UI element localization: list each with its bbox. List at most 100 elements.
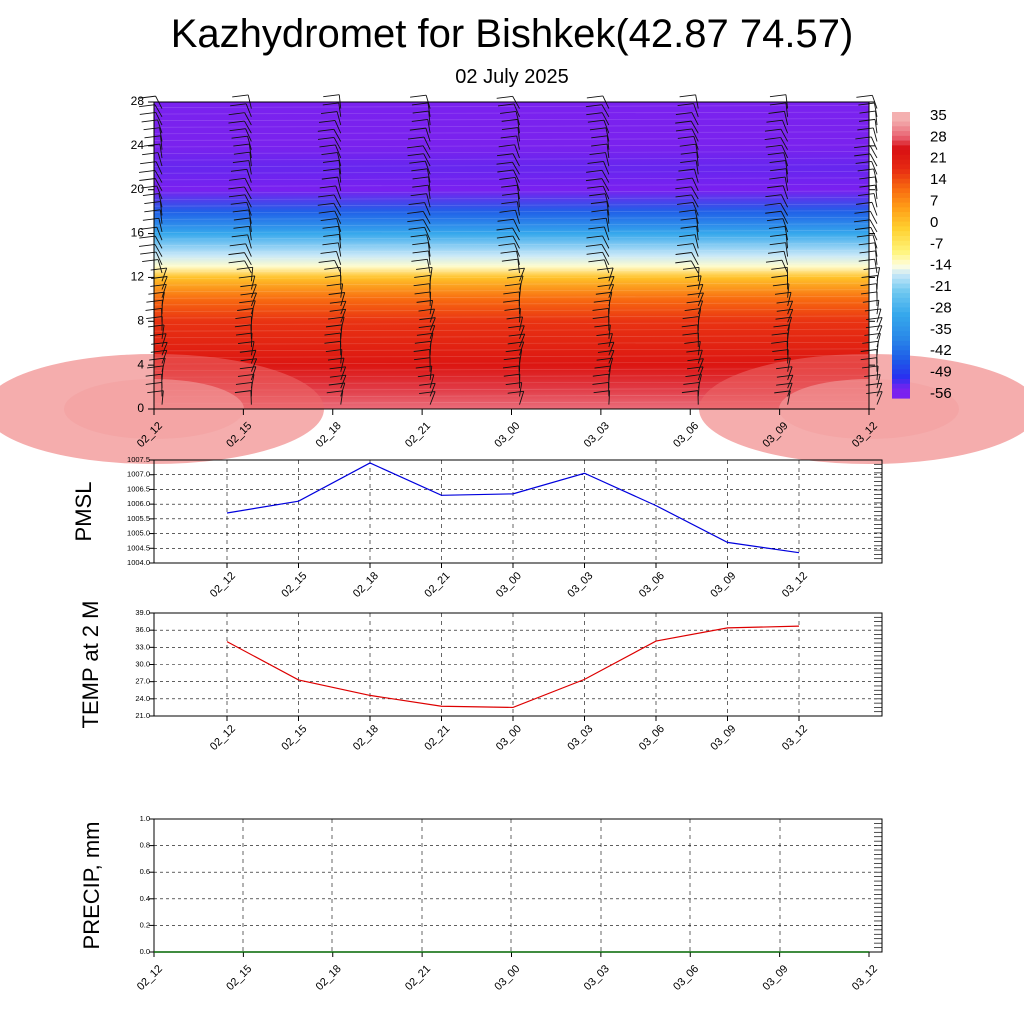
wind-barb-flag <box>772 349 789 352</box>
contour-line <box>153 190 870 194</box>
wind-barb <box>243 186 252 200</box>
wind-barb <box>250 308 254 323</box>
contour-line <box>153 361 870 365</box>
wind-barb-flag <box>776 374 793 378</box>
wind-barb-flag <box>859 184 876 188</box>
wind-barb-flag <box>497 218 514 222</box>
colorbar-label: -21 <box>930 278 952 295</box>
wind-barb <box>697 300 704 315</box>
wind-barb-flag <box>417 374 434 378</box>
wind-barb <box>519 341 525 356</box>
wind-barb-flag <box>503 291 520 295</box>
wind-barb <box>161 350 168 364</box>
x-tick-label: 02_18 <box>351 570 381 600</box>
wind-barb-flag <box>589 152 606 155</box>
contour-line <box>153 223 870 227</box>
wind-barb-flag <box>857 127 874 131</box>
wind-barb-flag <box>769 102 787 106</box>
wind-barb-flag <box>408 226 425 230</box>
wind-barb <box>340 390 344 405</box>
wind-barb-flag <box>318 194 335 198</box>
wind-barb-flag <box>233 217 250 221</box>
wind-barb <box>697 349 703 364</box>
wind-barb-flag <box>419 391 436 394</box>
wind-barb <box>429 333 434 348</box>
wind-barb-flag <box>854 210 871 214</box>
colorbar-swatch <box>892 221 910 227</box>
x-tick-label: 03_12 <box>780 723 810 753</box>
wind-barb <box>870 211 878 224</box>
colorbar-swatch <box>892 250 910 256</box>
wind-barb <box>608 292 613 307</box>
wind-barb-flag <box>409 127 426 131</box>
y-tick-label: 24 <box>131 138 145 152</box>
wind-barb-flag <box>139 95 156 99</box>
wind-barb <box>691 252 699 266</box>
y-tick-label: 39.0 <box>135 608 150 617</box>
wind-barb <box>160 135 163 150</box>
wind-barb-flag <box>679 94 696 98</box>
wind-barb-flag <box>854 153 871 157</box>
wind-barb <box>340 316 345 331</box>
colorbar-swatch <box>892 235 910 242</box>
wind-barb-flag <box>239 349 256 353</box>
colorbar-swatch <box>892 355 910 361</box>
contour-line <box>153 131 870 135</box>
y-tick-label: 30.0 <box>135 659 150 668</box>
wind-barb <box>248 160 252 175</box>
contour-line <box>153 282 870 286</box>
wind-barb-flag <box>139 178 156 181</box>
wind-barb <box>696 152 699 167</box>
wind-barb-flag <box>597 341 614 345</box>
wind-barb-flag <box>501 258 518 262</box>
colorbar-label: -49 <box>930 364 952 381</box>
wind-barb <box>876 374 881 389</box>
wind-barb <box>696 217 699 232</box>
wind-barb-flag <box>590 217 607 221</box>
colorbar-label: 21 <box>930 150 947 167</box>
wind-barb <box>512 153 520 167</box>
wind-barb <box>690 260 699 274</box>
wind-barb-flag <box>686 349 703 353</box>
wind-barb <box>336 111 342 126</box>
wind-barb <box>426 259 431 274</box>
wind-barb-flag <box>409 160 426 164</box>
wind-barb <box>694 234 699 249</box>
wind-barb-flag <box>765 194 782 198</box>
wind-barb <box>425 127 431 142</box>
wind-barb <box>693 169 699 183</box>
wind-barb-flag <box>237 308 254 311</box>
wind-barb-flag <box>407 136 425 140</box>
wind-barb-flag <box>322 102 339 106</box>
wind-barb-flag <box>774 390 791 394</box>
y-tick-label: 0.0 <box>140 947 150 956</box>
colorbar-label: -28 <box>930 299 952 316</box>
wind-barb-flag <box>414 275 431 278</box>
wind-barb-flag <box>856 234 873 238</box>
colorbar-swatch <box>892 312 910 318</box>
wind-barb <box>334 210 342 224</box>
wind-barb <box>784 176 789 191</box>
wind-barb <box>601 112 610 126</box>
colorbar-swatch <box>892 140 910 146</box>
contour-line <box>153 170 870 174</box>
wind-barb-flag <box>318 210 335 214</box>
contour-line <box>153 249 870 253</box>
wind-barb <box>428 111 431 126</box>
wind-barb-flag <box>593 299 610 303</box>
wind-barb <box>517 259 520 274</box>
contour-line <box>153 256 870 260</box>
temp-panel: 21.0 24.0 27.0 30.0 33.0 36.0 39.0 02_12 02_15 02… <box>78 601 883 753</box>
wind-barb <box>340 309 347 323</box>
wind-barb-flag <box>419 382 436 386</box>
wind-barb <box>154 244 163 257</box>
wind-barb-flag <box>598 276 615 279</box>
contour-line <box>153 216 870 220</box>
wind-barb <box>517 127 520 142</box>
wind-barb-flag <box>594 324 611 328</box>
wind-barb <box>781 260 789 274</box>
wind-barb <box>785 242 789 257</box>
wind-barb <box>787 283 790 298</box>
wind-barb <box>872 234 878 249</box>
contour-line <box>153 335 870 339</box>
